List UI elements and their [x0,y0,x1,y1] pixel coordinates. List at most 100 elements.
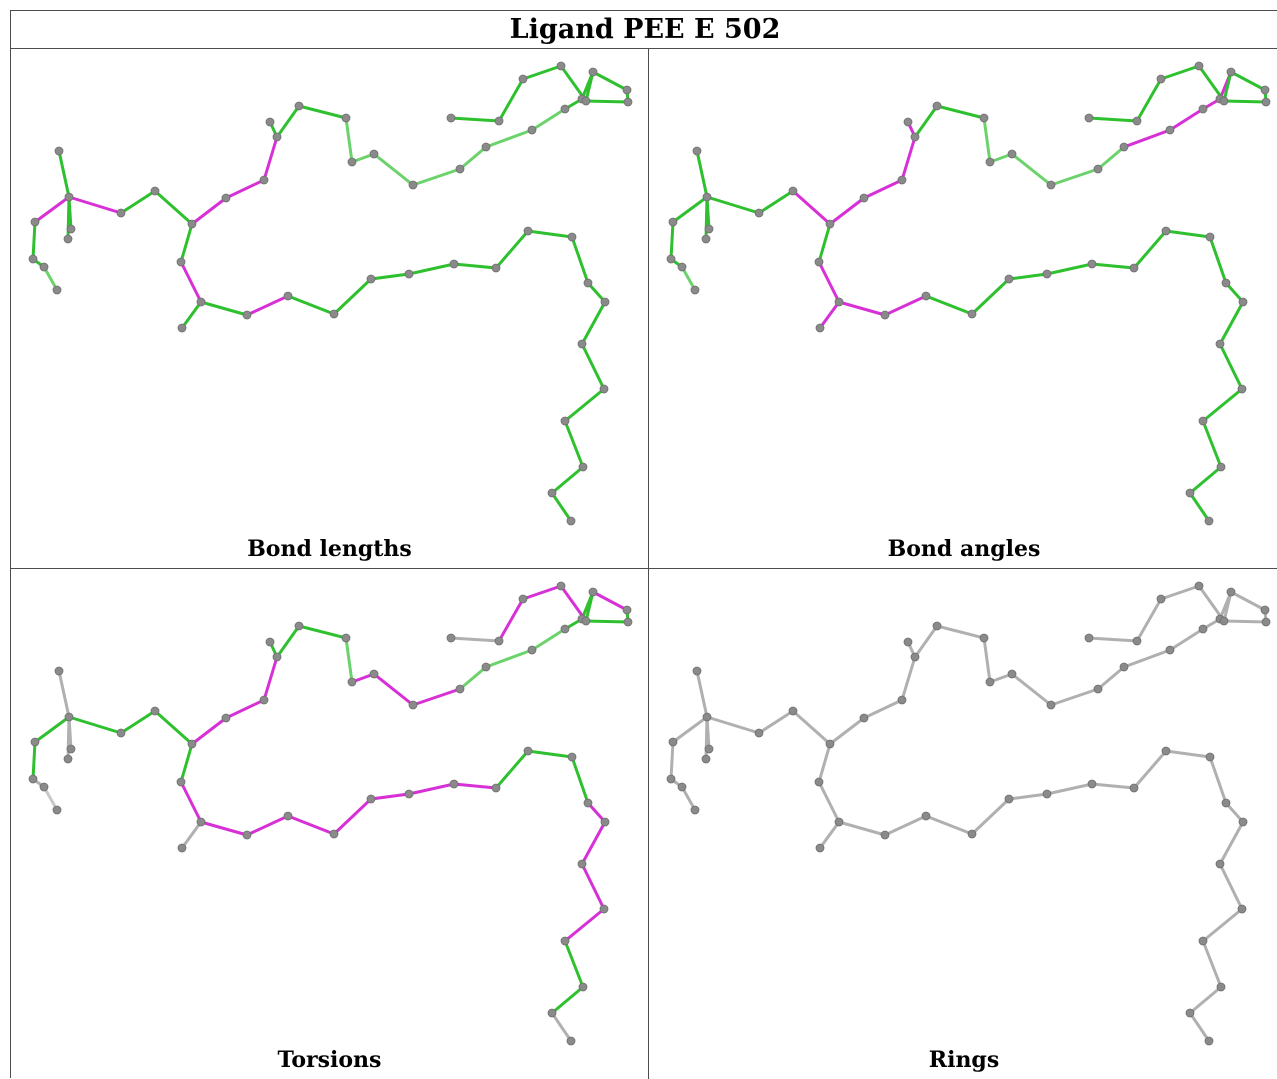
bond-line [59,671,69,717]
atom-marker [55,147,63,155]
atom-marker [601,818,609,826]
bond-line [673,717,707,742]
bond-line [226,180,264,198]
bond-line [1210,757,1226,803]
atom-marker [1261,86,1269,94]
atom-marker [1008,150,1016,158]
atom-marker [567,1037,575,1045]
atom-marker [1195,582,1203,590]
atom-marker [53,286,61,294]
bond-line [181,224,192,262]
bond-line [1231,72,1265,90]
bond-line [972,279,1009,314]
atom-marker [1085,634,1093,642]
atom-marker [835,298,843,306]
atom-marker [693,667,701,675]
atom-marker [495,637,503,645]
bond-line [532,109,565,130]
atom-marker [177,258,185,266]
atom-marker [1133,117,1141,125]
atom-marker [815,778,823,786]
atom-marker [188,740,196,748]
atom-marker [703,193,711,201]
atom-marker [1043,270,1051,278]
bond-line [499,599,523,641]
atom-marker [1130,784,1138,792]
atom-marker [1238,385,1246,393]
figure-title: Ligand PEE E 502 [11,11,1277,49]
bond-line [1224,101,1266,102]
bond-line [1051,169,1098,185]
atom-marker [1186,1009,1194,1017]
atom-marker [669,738,677,746]
atom-marker [177,778,185,786]
bond-line [182,302,201,328]
atom-marker [835,818,843,826]
bond-line [915,106,937,137]
atom-marker [482,143,490,151]
panel-bond-angles: Bond angles [649,49,1277,568]
atom-marker [1217,463,1225,471]
atom-marker [911,653,919,661]
bond-line [1170,109,1203,130]
bond-line [565,421,583,467]
bond-line [902,137,915,180]
atom-marker [1162,227,1170,235]
atom-marker [342,114,350,122]
bond-line [1089,638,1137,641]
bond-line [371,274,409,279]
bond-line [1203,909,1242,941]
atom-marker [1130,264,1138,272]
atom-marker [1206,753,1214,761]
atom-marker [1133,637,1141,645]
bond-line [181,744,192,782]
atom-marker [623,606,631,614]
bond-line [819,262,839,302]
atom-marker [273,653,281,661]
atom-marker [584,279,592,287]
bond-line [697,151,707,197]
atom-marker [579,463,587,471]
bond-line [1231,592,1265,610]
bond-line [1220,344,1242,389]
atom-marker [342,634,350,642]
atom-marker [348,678,356,686]
bond-line [984,118,990,162]
atom-marker [117,729,125,737]
atom-marker [922,812,930,820]
bond-line [1047,264,1092,274]
atom-marker [568,233,576,241]
atom-marker [295,622,303,630]
atom-marker [1047,181,1055,189]
bond-line [707,197,759,213]
atom-marker [968,310,976,318]
atom-marker [1166,646,1174,654]
atom-marker [450,260,458,268]
atom-marker [578,340,586,348]
panel-bond-lengths: Bond lengths [11,49,648,568]
atom-marker [691,806,699,814]
atom-marker [67,745,75,753]
bond-line [1089,118,1137,121]
atom-marker [1216,340,1224,348]
atom-marker [295,102,303,110]
bond-line [277,106,299,137]
bond-line [1092,784,1134,788]
atom-marker [260,696,268,704]
bond-line [413,169,460,185]
bond-line [247,296,288,315]
bond-line [864,700,902,718]
bond-line [460,147,486,169]
bond-line [830,198,864,224]
atom-marker [64,755,72,763]
atom-marker [789,187,797,195]
bond-line [374,154,413,185]
atom-marker [266,118,274,126]
atom-marker [601,298,609,306]
atom-marker [1199,625,1207,633]
atom-marker [1008,670,1016,678]
atom-marker [243,311,251,319]
atom-marker [188,220,196,228]
bond-line [937,626,984,638]
atom-marker [703,713,711,721]
